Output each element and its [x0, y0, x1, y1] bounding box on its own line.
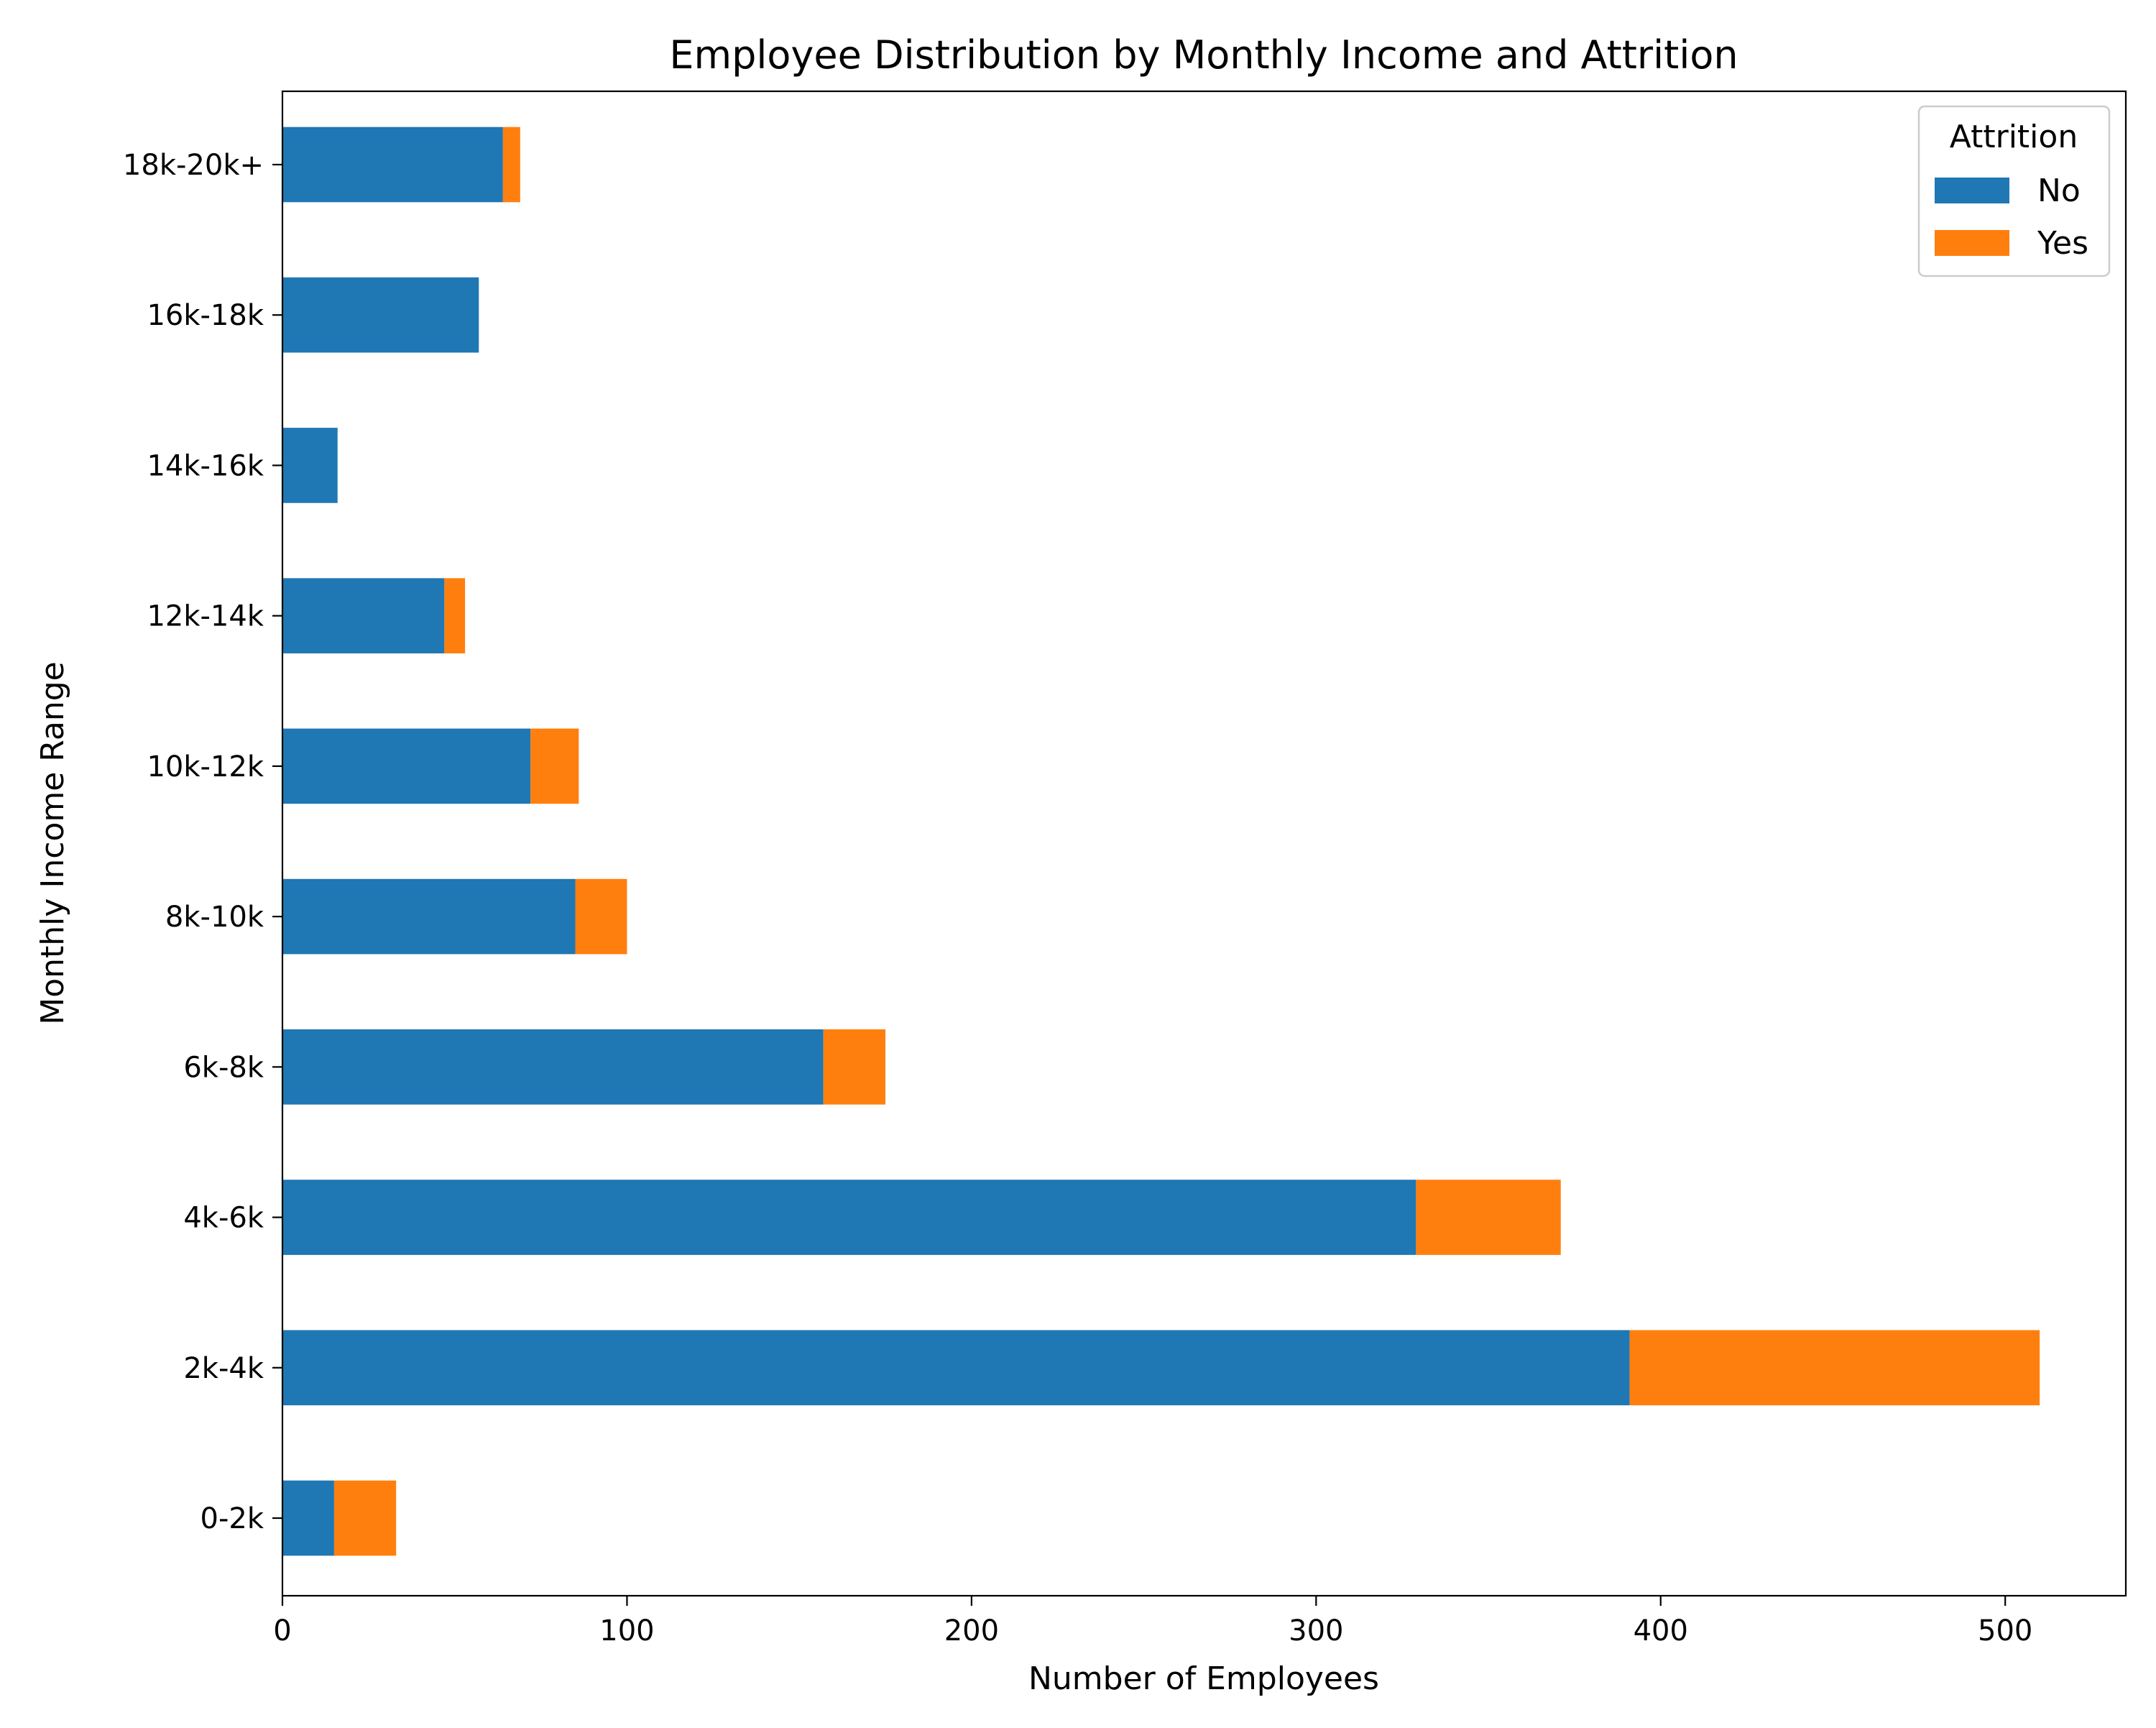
- bars: [282, 127, 2040, 1556]
- bar-no-12k-14k: [282, 578, 445, 653]
- bar-no-14k-16k: [282, 428, 338, 503]
- bar-no-18k-20k-: [282, 127, 503, 203]
- chart-title: Employee Distribution by Monthly Income …: [669, 32, 1738, 78]
- bar-yes-10k-12k: [530, 728, 579, 804]
- x-tick-label: 400: [1634, 1614, 1688, 1647]
- y-tick-label: 18k-20k+: [123, 149, 264, 182]
- y-tick-label: 6k-8k: [183, 1051, 264, 1084]
- legend-label-yes: Yes: [2037, 225, 2088, 262]
- x-tick-label: 100: [599, 1614, 654, 1647]
- legend-title: Attrition: [1950, 119, 2078, 155]
- bar-no-0-2k: [282, 1480, 334, 1556]
- y-tick-label: 2k-4k: [183, 1352, 264, 1385]
- bar-yes-6k-8k: [823, 1029, 886, 1105]
- bar-yes-12k-14k: [444, 578, 466, 653]
- x-tick-label: 0: [273, 1614, 291, 1647]
- bar-yes-0-2k: [333, 1480, 397, 1556]
- x-tick-label: 500: [1978, 1614, 2032, 1647]
- bar-yes-8k-10k: [575, 878, 627, 955]
- bar-no-10k-12k: [282, 728, 531, 804]
- legend: Attrition No Yes: [1917, 105, 2111, 277]
- y-axis-ticks: 0-2k 2k-4k 4k-6k 6k-8k 8k-10k 10k-12k 12k-14k 1…: [123, 149, 282, 1535]
- bar-no-8k-10k: [282, 878, 576, 955]
- bar-yes-2k-4k: [1629, 1330, 2040, 1406]
- x-tick-label: 300: [1289, 1614, 1343, 1647]
- bar-no-16k-18k: [282, 277, 479, 353]
- y-tick-label: 0-2k: [201, 1502, 264, 1535]
- bar-no-6k-8k: [282, 1029, 824, 1105]
- legend-label-no: No: [2037, 173, 2081, 209]
- y-axis-label: Monthly Income Range: [34, 661, 71, 1025]
- y-tick-label: 4k-6k: [183, 1202, 264, 1235]
- bar-no-4k-6k: [282, 1180, 1416, 1255]
- y-tick-label: 12k-14k: [147, 600, 264, 633]
- axes-frame: [281, 90, 2127, 1597]
- bar-no-2k-4k: [282, 1330, 1630, 1406]
- bar-yes-18k-20k-: [502, 127, 520, 203]
- y-tick-label: 8k-10k: [165, 901, 264, 934]
- y-tick-label: 10k-12k: [147, 750, 264, 783]
- y-tick-label: 16k-18k: [147, 299, 264, 332]
- x-axis-ticks: 0 100 200 300 400 500: [273, 1596, 2032, 1647]
- bar-yes-4k-6k: [1416, 1180, 1561, 1255]
- x-axis-label: Number of Employees: [1028, 1660, 1379, 1697]
- legend-swatch-no: [1935, 178, 2009, 203]
- y-tick-label: 14k-16k: [147, 449, 264, 482]
- legend-swatch-yes: [1935, 230, 2009, 256]
- x-tick-label: 200: [944, 1614, 999, 1647]
